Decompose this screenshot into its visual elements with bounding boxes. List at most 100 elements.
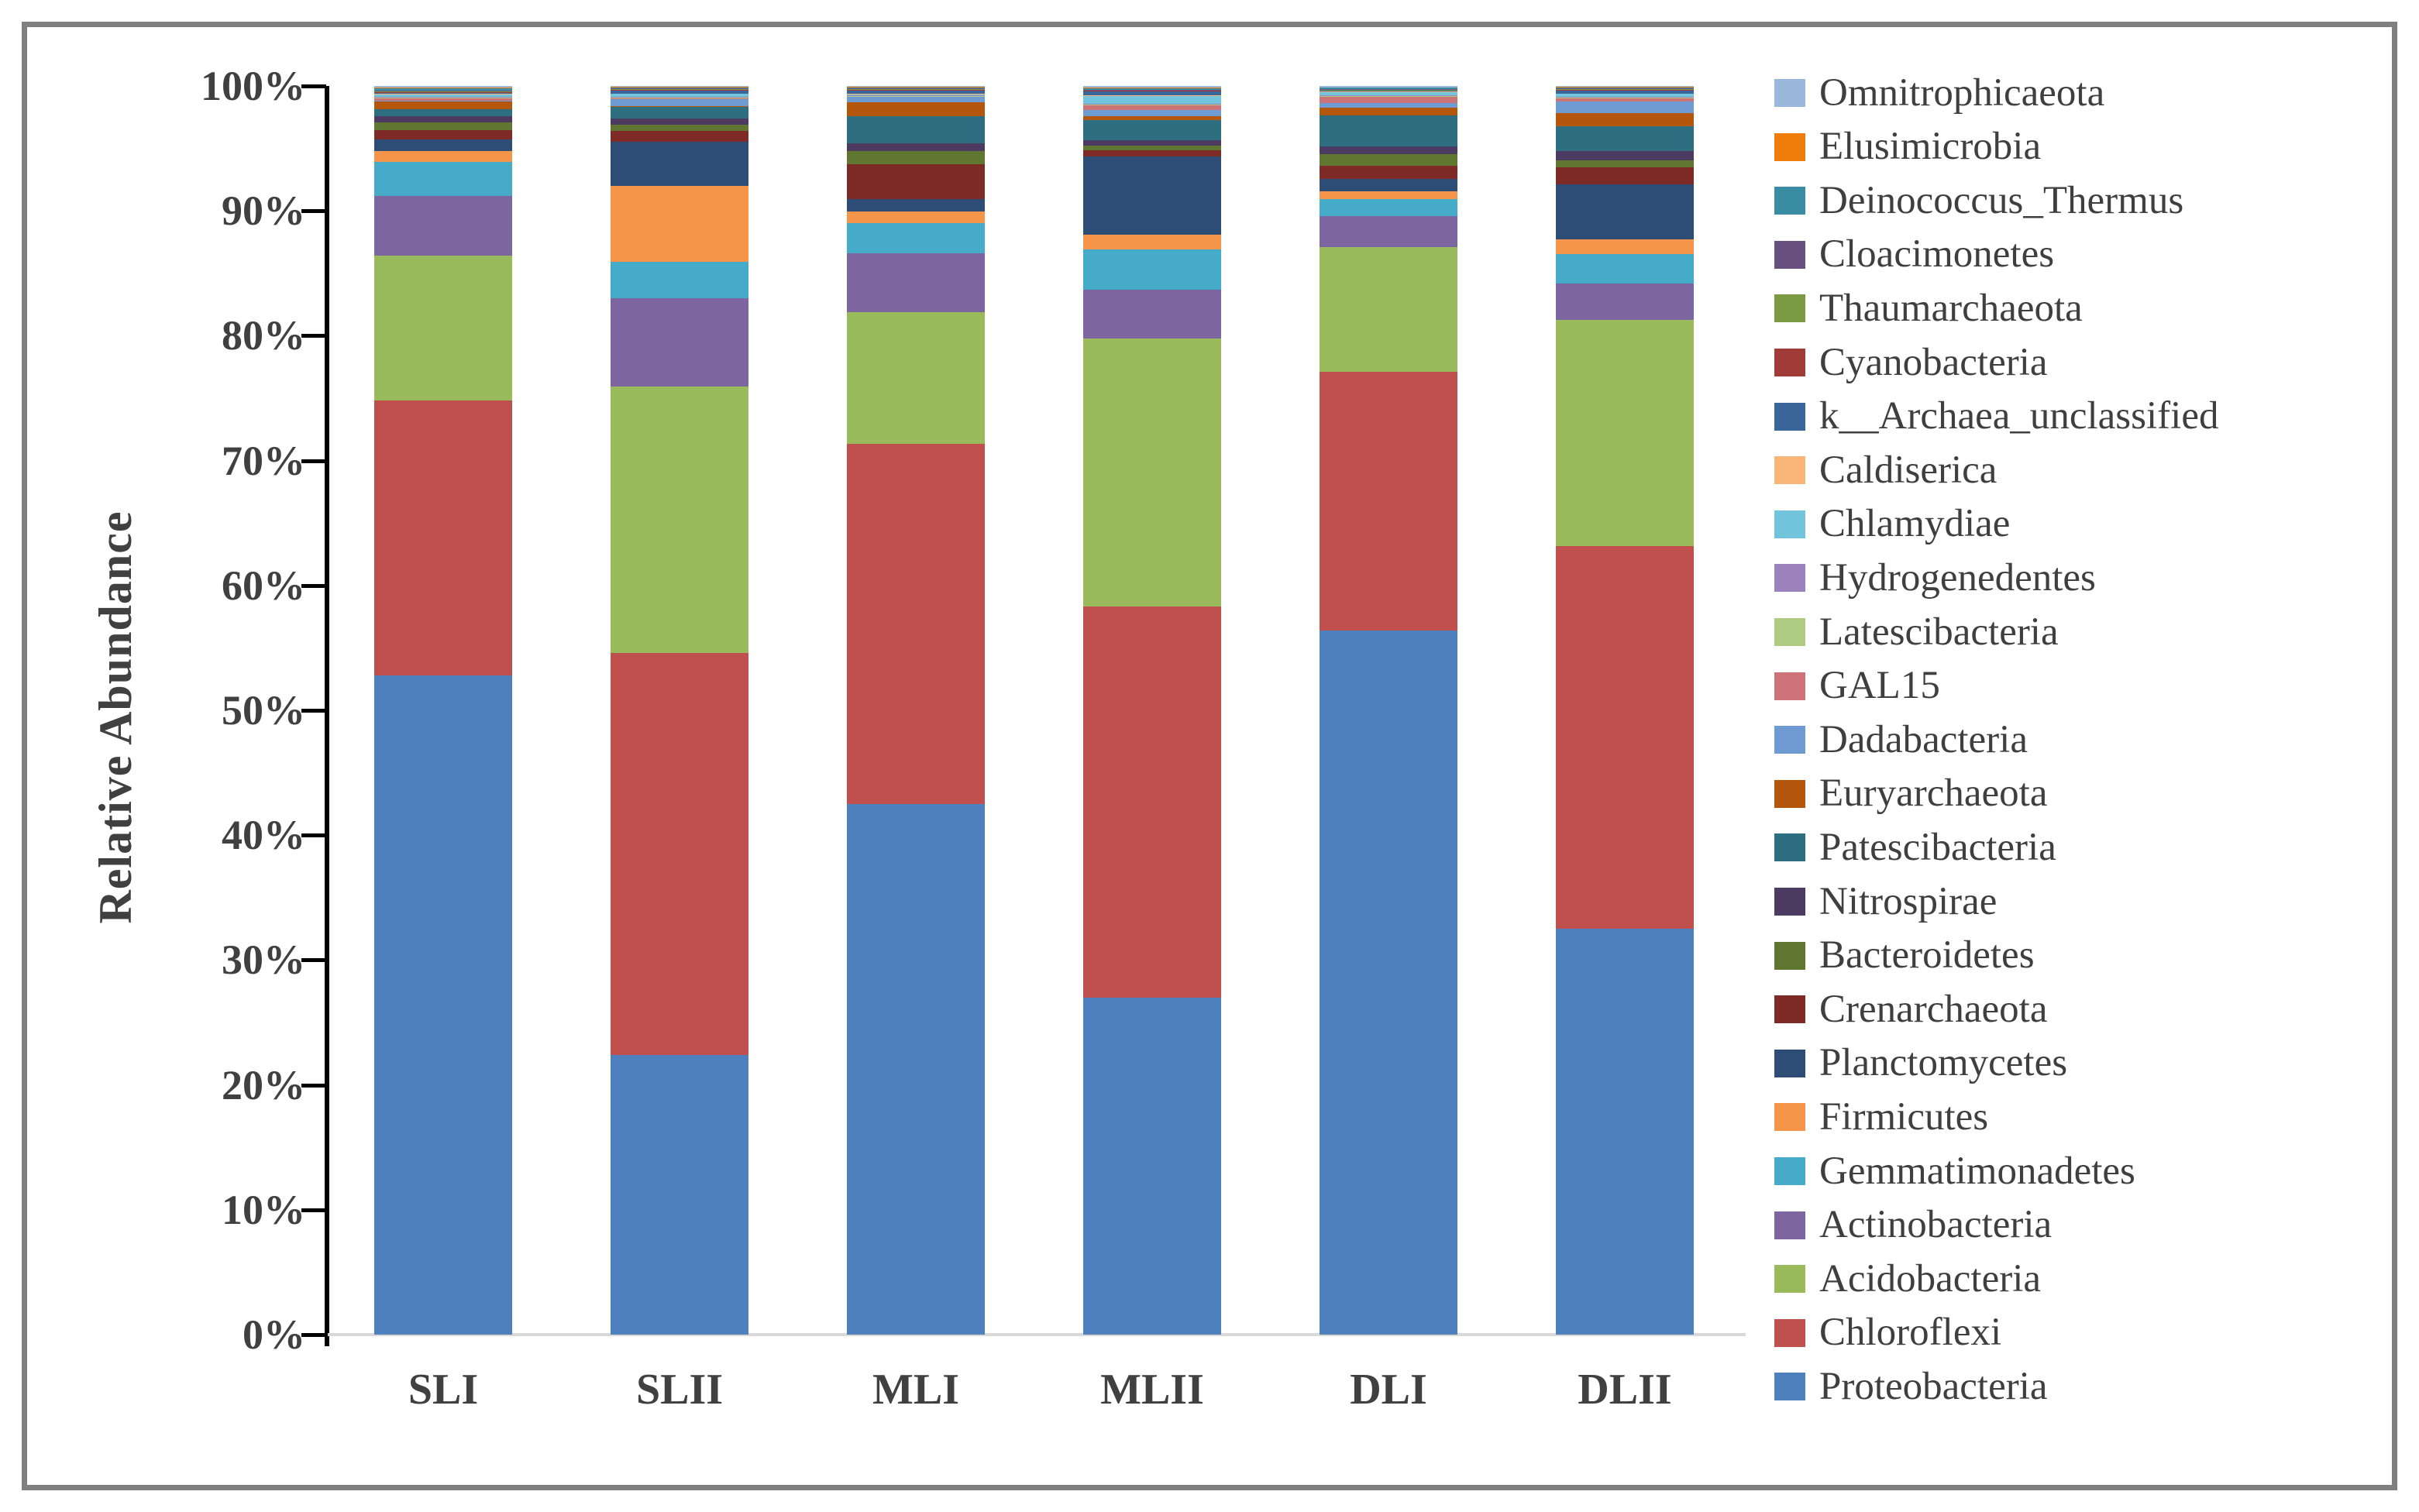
bar-segment-k__Archaea_unclassified bbox=[1556, 90, 1694, 94]
y-tick-mark bbox=[301, 583, 326, 588]
bar-segment-Dadabacteria bbox=[1083, 110, 1221, 117]
bar-segment-Gemmatimonadetes bbox=[1083, 249, 1221, 290]
legend-item-Thaumarchaeota: Thaumarchaeota bbox=[1774, 281, 2083, 335]
y-tick-mark bbox=[301, 84, 326, 88]
legend-item-Omnitrophicaeota: Omnitrophicaeota bbox=[1774, 66, 2104, 120]
bar-segment-Acidobacteria bbox=[1320, 246, 1457, 372]
legend-item-Nitrospirae: Nitrospirae bbox=[1774, 875, 1997, 929]
bar-segment-Omnitrophicaeota bbox=[847, 86, 985, 87]
bar-segment-Gemmatimonadetes bbox=[1320, 198, 1457, 217]
y-tick-label: 50% bbox=[222, 687, 305, 734]
legend-swatch-icon bbox=[1774, 1157, 1805, 1185]
bar-segment-Planctomycetes bbox=[611, 142, 748, 186]
bar-segment-Actinobacteria bbox=[1556, 284, 1694, 321]
bar-segment-Patescibacteria bbox=[847, 115, 985, 144]
legend-label: Thaumarchaeota bbox=[1819, 286, 2083, 330]
bar-segment-Euryarchaeota bbox=[1320, 108, 1457, 115]
bar-segment-Dadabacteria bbox=[1556, 101, 1694, 114]
legend-swatch-icon bbox=[1774, 1049, 1805, 1077]
bar-segment-Cyanobacteria bbox=[374, 92, 512, 93]
bar-segment-Latescibacteria bbox=[1320, 95, 1457, 97]
legend-item-Deinococcus_Thermus: Deinococcus_Thermus bbox=[1774, 174, 2183, 228]
legend-label: Caldiserica bbox=[1819, 448, 1997, 492]
bar-segment-Crenarchaeota bbox=[1083, 149, 1221, 156]
bar-segment-Chlamydiae bbox=[1556, 94, 1694, 98]
bar-segment-Elusimicrobia bbox=[1556, 86, 1694, 88]
y-tick-label: 40% bbox=[222, 812, 305, 859]
bar-segment-Dadabacteria bbox=[847, 97, 985, 102]
y-tick-mark bbox=[301, 709, 326, 713]
legend-swatch-icon bbox=[1774, 510, 1805, 538]
y-tick-label: 90% bbox=[222, 187, 305, 235]
legend-swatch-icon bbox=[1774, 672, 1805, 700]
x-category-label-DLII: DLII bbox=[1578, 1366, 1672, 1414]
legend-label: Cloacimonetes bbox=[1819, 232, 2055, 277]
bar-segment-Hydrogenedentes bbox=[847, 95, 985, 96]
bar-segment-Omnitrophicaeota bbox=[374, 86, 512, 88]
bar-segment-Latescibacteria bbox=[847, 95, 985, 97]
bar-MLII bbox=[1083, 86, 1221, 1335]
y-tick-label: 80% bbox=[222, 312, 305, 359]
bar-segment-Proteobacteria bbox=[1320, 630, 1457, 1335]
bar-segment-Acidobacteria bbox=[1083, 338, 1221, 607]
legend-label: Elusimicrobia bbox=[1819, 125, 2042, 169]
bar-segment-Deinococcus_Thermus bbox=[847, 87, 985, 89]
x-category-label-DLI: DLI bbox=[1350, 1366, 1427, 1414]
bar-segment-Chlamydiae bbox=[611, 94, 748, 98]
bar-segment-Omnitrophicaeota bbox=[1320, 86, 1457, 88]
bar-segment-Acidobacteria bbox=[847, 312, 985, 444]
legend-item-Crenarchaeota: Crenarchaeota bbox=[1774, 982, 2047, 1036]
y-axis-line bbox=[325, 86, 329, 1346]
bar-segment-Gemmatimonadetes bbox=[374, 162, 512, 196]
bar-segment-Cloacimonetes bbox=[1556, 88, 1694, 89]
bar-segment-Hydrogenedentes bbox=[374, 97, 512, 98]
legend-label: k__Archaea_unclassified bbox=[1819, 394, 2219, 438]
legend-item-Cyanobacteria: Cyanobacteria bbox=[1774, 335, 2048, 390]
bar-segment-Chloroflexi bbox=[1320, 371, 1457, 631]
legend-label: Proteobacteria bbox=[1819, 1364, 2048, 1408]
legend-label: Deinococcus_Thermus bbox=[1819, 178, 2184, 222]
bar-segment-Deinococcus_Thermus bbox=[1083, 88, 1221, 90]
bar-DLI bbox=[1320, 86, 1457, 1335]
bar-segment-GAL15 bbox=[847, 96, 985, 98]
bar-segment-Bacteroidetes bbox=[847, 150, 985, 164]
bar-segment-GAL15 bbox=[374, 98, 512, 101]
legend-item-Chloroflexi: Chloroflexi bbox=[1774, 1306, 2001, 1360]
y-tick-label: 100% bbox=[201, 63, 305, 109]
legend-label: Nitrospirae bbox=[1819, 879, 1997, 923]
bar-segment-Bacteroidetes bbox=[374, 122, 512, 131]
bar-segment-Patescibacteria bbox=[1556, 126, 1694, 151]
bar-segment-Bacteroidetes bbox=[611, 124, 748, 131]
bar-segment-Acidobacteria bbox=[611, 387, 748, 653]
bar-segment-Euryarchaeota bbox=[1556, 113, 1694, 127]
bar-segment-Crenarchaeota bbox=[611, 130, 748, 143]
bar-segment-Chloroflexi bbox=[611, 652, 748, 1055]
bar-segment-GAL15 bbox=[1320, 96, 1457, 103]
bar-segment-Planctomycetes bbox=[374, 139, 512, 151]
bar-segment-Gemmatimonadetes bbox=[1556, 253, 1694, 284]
bar-segment-Planctomycetes bbox=[1083, 156, 1221, 235]
bar-segment-Actinobacteria bbox=[374, 195, 512, 256]
legend-swatch-icon bbox=[1774, 79, 1805, 107]
legend-item-Planctomycetes: Planctomycetes bbox=[1774, 1036, 2067, 1091]
y-tick-label: 0% bbox=[243, 1311, 305, 1358]
bar-segment-Chlamydiae bbox=[1320, 92, 1457, 96]
legend-label: Omnitrophicaeota bbox=[1819, 70, 2105, 115]
bar-segment-Euryarchaeota bbox=[1083, 116, 1221, 121]
bar-segment-Gemmatimonadetes bbox=[847, 223, 985, 253]
legend-item-Bacteroidetes: Bacteroidetes bbox=[1774, 929, 2035, 983]
bar-segment-Patescibacteria bbox=[374, 108, 512, 117]
legend-label: Bacteroidetes bbox=[1819, 933, 2035, 978]
legend-swatch-icon bbox=[1774, 132, 1805, 161]
bar-segment-Firmicutes bbox=[374, 150, 512, 163]
legend-item-Caldiserica: Caldiserica bbox=[1774, 443, 1997, 497]
bar-segment-Chloroflexi bbox=[374, 400, 512, 675]
bar-MLI bbox=[847, 86, 985, 1335]
legend-label: Chloroflexi bbox=[1819, 1311, 2002, 1355]
legend-label: Firmicutes bbox=[1819, 1094, 1989, 1139]
legend-label: Gemmatimonadetes bbox=[1819, 1149, 2135, 1193]
legend-swatch-icon bbox=[1774, 1373, 1805, 1401]
legend-item-Chlamydiae: Chlamydiae bbox=[1774, 497, 2010, 552]
legend-item-k__Archaea_unclassified: k__Archaea_unclassified bbox=[1774, 390, 2218, 444]
bar-segment-GAL15 bbox=[611, 98, 748, 99]
